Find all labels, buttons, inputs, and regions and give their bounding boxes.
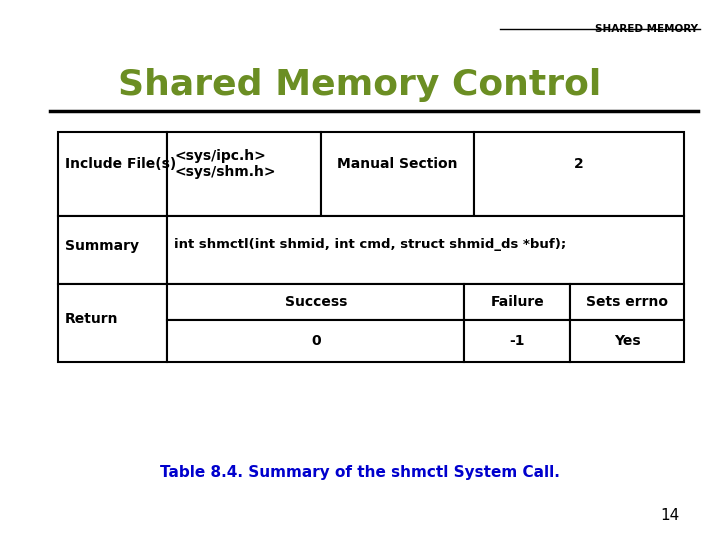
- Text: Table 8.4. Summary of the shmctl System Call.: Table 8.4. Summary of the shmctl System …: [160, 465, 560, 480]
- Text: Success: Success: [284, 294, 347, 308]
- Text: <sys/ipc.h>
<sys/shm.h>: <sys/ipc.h> <sys/shm.h>: [174, 149, 276, 179]
- Text: Failure: Failure: [490, 294, 544, 308]
- Text: Summary: Summary: [65, 239, 139, 253]
- Text: Yes: Yes: [614, 334, 641, 348]
- Text: 0: 0: [311, 334, 320, 348]
- Text: SHARED MEMORY: SHARED MEMORY: [595, 24, 698, 35]
- Text: -1: -1: [510, 334, 525, 348]
- Text: Include File(s): Include File(s): [65, 157, 176, 171]
- Text: Return: Return: [65, 312, 118, 326]
- Text: Manual Section: Manual Section: [337, 157, 458, 171]
- Text: Shared Memory Control: Shared Memory Control: [118, 68, 602, 102]
- Text: 14: 14: [660, 508, 679, 523]
- Text: Sets errno: Sets errno: [586, 294, 668, 308]
- Text: int shmctl(int shmid, int cmd, struct shmid_ds *buf);: int shmctl(int shmid, int cmd, struct sh…: [174, 238, 567, 251]
- Text: 2: 2: [575, 157, 584, 171]
